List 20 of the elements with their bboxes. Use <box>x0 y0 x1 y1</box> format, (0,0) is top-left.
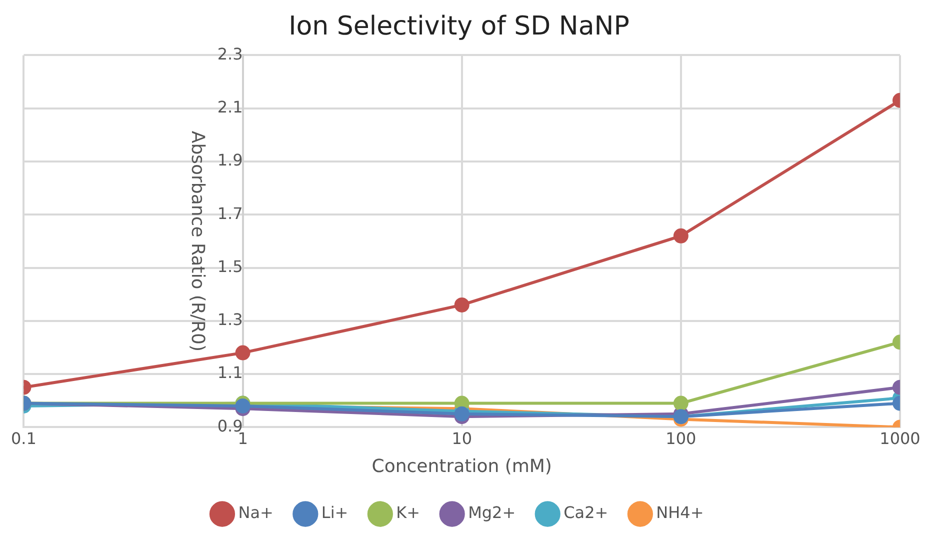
y-tick-label: 2.1 <box>217 98 243 116</box>
legend-label: Li+ <box>321 503 348 522</box>
y-tick-label: 1.1 <box>217 363 243 382</box>
legend-label: NH4+ <box>656 503 704 522</box>
y-tick-label: 2.3 <box>217 44 243 64</box>
legend-label: Na+ <box>238 503 274 522</box>
y-tick-label: 1.9 <box>217 150 243 170</box>
legend-label: Ca2+ <box>564 503 608 522</box>
x-tick-label: 100 <box>666 428 696 448</box>
y-axis-title: Absorbance Ratio (R/R0) <box>186 130 208 352</box>
x-axis-title: Concentration (mM) <box>372 456 552 477</box>
chart-title: Ion Selectivity of SD NaNP <box>288 11 630 42</box>
y-tick-label: 1.7 <box>217 204 243 223</box>
y-tick-label: 1.3 <box>217 310 243 330</box>
y-tick-label: 1.5 <box>217 256 243 276</box>
x-tick-label: 10 <box>452 428 472 448</box>
x-tick-label: 0.1 <box>10 428 36 448</box>
legend-label: Mg2+ <box>468 503 516 522</box>
x-tick-label: 1000 <box>880 428 920 448</box>
legend-label: K+ <box>396 503 420 522</box>
